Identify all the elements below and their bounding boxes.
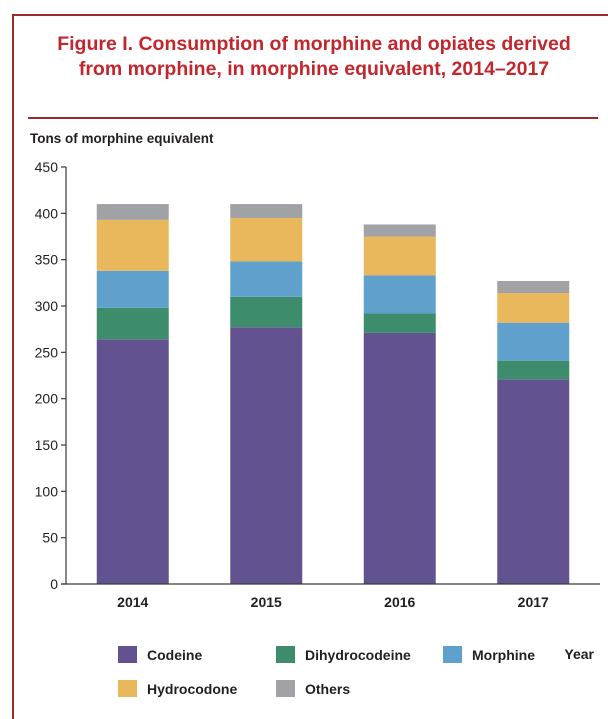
legend-label-codeine: Codeine [147, 647, 202, 663]
legend-label-morphine: Morphine [472, 647, 535, 663]
figure-title-line-1: Figure I. Consumption of morphine and op… [57, 33, 571, 55]
x-tick-label: 2016 [384, 594, 415, 610]
bar-segment-morphine-2014 [96, 270, 169, 308]
bar-segment-codeine-2014 [96, 339, 169, 584]
bar-segment-others-2014 [96, 204, 169, 220]
bar-segment-dihydrocodeine-2014 [96, 307, 169, 340]
bar-segment-hydrocodone-2017 [497, 293, 570, 323]
bar-segment-dihydrocodeine-2015 [230, 296, 303, 328]
figure-title-line-2: from morphine, in morphine equivalent, 2… [78, 58, 550, 80]
bar-segment-hydrocodone-2014 [96, 219, 169, 271]
legend-swatch-morphine [443, 646, 462, 663]
legend-swatch-dihydrocodeine [276, 646, 295, 663]
x-axis-label: Year [564, 646, 594, 662]
x-tick-label: 2017 [518, 594, 549, 610]
figure-title: Figure I. Consumption of morphine and op… [24, 32, 604, 82]
y-axis: 0 50 100 150 200 250 300 350 400 450 [35, 159, 67, 592]
x-tick-label: 2014 [117, 594, 148, 610]
figure-frame-left [12, 14, 14, 719]
x-tick-label: 2015 [251, 594, 282, 610]
y-tick-label: 300 [35, 298, 59, 314]
y-tick-label: 100 [35, 483, 59, 499]
bar-segment-morphine-2015 [230, 261, 303, 297]
y-tick-label: 400 [35, 205, 59, 221]
y-tick-label: 200 [35, 391, 59, 407]
y-axis-label: Tons of morphine equivalent [30, 131, 214, 146]
y-tick-label: 50 [42, 530, 58, 546]
y-tick-label: 450 [35, 159, 59, 175]
bar-segment-codeine-2015 [230, 327, 303, 584]
legend-swatch-others [276, 680, 295, 697]
x-axis: 2014 2015 2016 2017 [61, 583, 600, 610]
legend-label-hydrocodone: Hydrocodone [147, 681, 237, 697]
figure-frame-top [12, 14, 608, 16]
legend-swatch-codeine [118, 646, 137, 663]
legend-label-others: Others [305, 681, 350, 697]
y-tick-label: 250 [35, 344, 59, 360]
bar-segment-codeine-2017 [497, 379, 570, 584]
bar-segment-dihydrocodeine-2016 [363, 313, 436, 333]
bar-segment-morphine-2016 [363, 275, 436, 314]
bar-segment-hydrocodone-2015 [230, 217, 303, 262]
bar-segment-others-2015 [230, 204, 303, 218]
bar-segment-others-2017 [497, 280, 570, 294]
legend-label-dihydrocodeine: Dihydrocodeine [305, 647, 411, 663]
y-tick-label: 350 [35, 252, 59, 268]
legend-swatch-hydrocodone [118, 680, 137, 697]
y-tick-label: 0 [50, 576, 58, 592]
title-rule [28, 117, 598, 119]
bar-segment-morphine-2017 [497, 322, 570, 361]
bars-group [96, 204, 570, 584]
bar-segment-hydrocodone-2016 [363, 236, 436, 276]
bar-segment-dihydrocodeine-2017 [497, 360, 570, 380]
y-tick-label: 150 [35, 437, 59, 453]
bar-segment-others-2016 [363, 224, 436, 237]
bar-segment-codeine-2016 [363, 332, 436, 584]
legend: Codeine Dihydrocodeine Morphine Hydrocodone… [118, 646, 535, 697]
